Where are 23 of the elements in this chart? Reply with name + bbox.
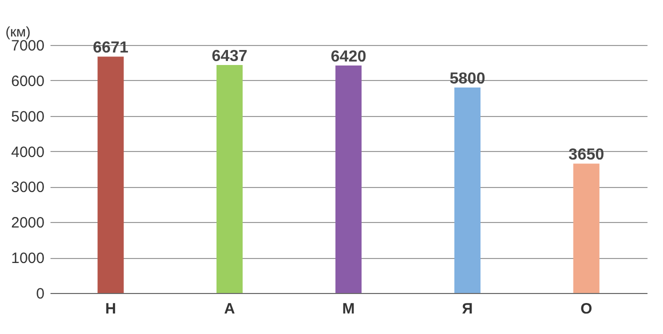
y-tick-label: 0 (36, 286, 44, 302)
bar (573, 164, 600, 293)
y-tick-label: 3000 (11, 179, 44, 196)
y-tick-label: 4000 (11, 144, 44, 161)
data-label: 5800 (450, 70, 486, 88)
y-tick-label: 2000 (11, 214, 44, 232)
y-tick-label: 1000 (11, 250, 44, 268)
data-label: 6420 (330, 48, 366, 66)
bar (216, 64, 243, 293)
bar (98, 56, 124, 293)
data-label: 6437 (212, 48, 248, 65)
bar (335, 66, 362, 293)
x-tick-label: Я (462, 300, 473, 318)
y-tick-label: 6000 (11, 72, 44, 90)
y-tick-label: 5000 (11, 108, 44, 126)
data-label: 3650 (568, 146, 604, 164)
x-tick-label: М (342, 300, 355, 318)
bar (454, 88, 481, 293)
data-label: 6671 (92, 40, 129, 57)
x-tick-label: Н (105, 300, 116, 318)
x-tick-label: А (224, 300, 236, 318)
x-tick-label: О (580, 300, 593, 318)
y-axis-title: (км) (6, 24, 31, 40)
